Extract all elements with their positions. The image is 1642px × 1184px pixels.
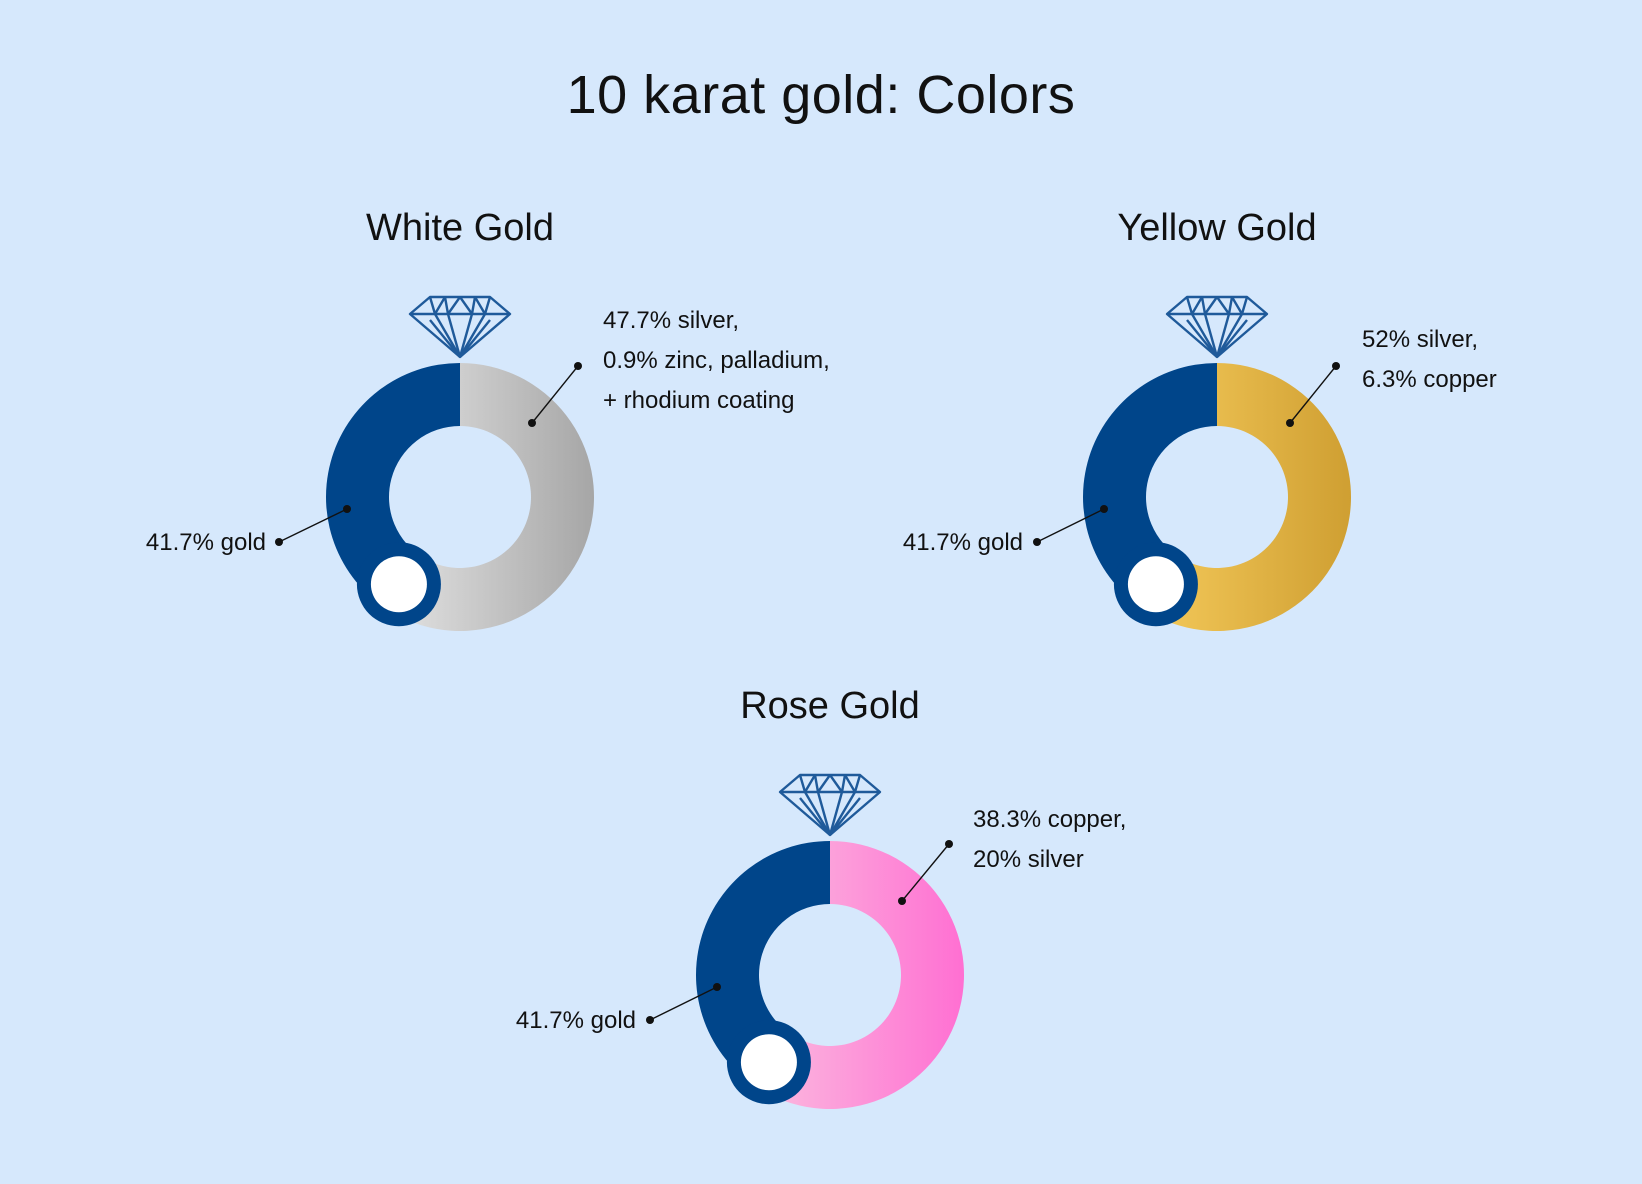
diamond-facet xyxy=(1190,313,1219,358)
diamond-facet xyxy=(1203,313,1219,358)
diamond-facet xyxy=(1216,296,1234,316)
chart-title: Rose Gold xyxy=(740,685,920,727)
diamond-facet xyxy=(816,791,832,836)
alloy-leader-dot xyxy=(1286,419,1294,427)
diamond-facet xyxy=(829,774,847,794)
alloy-leader-dot xyxy=(1332,362,1340,370)
gold-leader-dot xyxy=(713,983,721,991)
diamond-facet xyxy=(799,797,831,836)
diamond-facet xyxy=(433,313,462,358)
diamond-facet xyxy=(429,319,461,358)
diamond-facet xyxy=(1216,319,1248,358)
yellow-gold-chart: Yellow Gold 52% silver, 6.3% copper 41.7% g… xyxy=(903,207,1497,631)
alloy-label: 20% silver xyxy=(973,846,1084,873)
diamond-facet xyxy=(1215,313,1244,358)
diamond-facet xyxy=(446,313,462,358)
alloy-label: + rhodium coating xyxy=(603,387,794,414)
alloy-label: 47.7% silver, xyxy=(603,307,739,334)
diamond-facet xyxy=(1186,319,1218,358)
alloy-slice xyxy=(1150,363,1351,631)
diamond-facet xyxy=(828,791,857,836)
diamond-facet xyxy=(458,313,474,358)
diamond-facet xyxy=(1230,296,1249,316)
diamond-outline xyxy=(778,773,882,837)
gold-label: 41.7% gold xyxy=(903,529,1023,556)
alloy-leader-dot xyxy=(528,419,536,427)
diamond-facet xyxy=(1215,313,1231,358)
diamond-facet xyxy=(473,296,492,316)
alloy-label: 52% silver, xyxy=(1362,326,1478,353)
diamond-facet xyxy=(843,774,862,794)
alloy-leader-line xyxy=(901,843,950,902)
alloy-leader-line xyxy=(531,365,579,424)
diamond-icon xyxy=(408,295,512,359)
diamond-facet xyxy=(813,774,831,794)
gold-slice xyxy=(695,841,830,1092)
diamond-icon xyxy=(778,773,882,837)
gold-label: 41.7% gold xyxy=(146,529,266,556)
gold-leader-dot xyxy=(646,1016,654,1024)
alloy-label: 6.3% copper xyxy=(1362,366,1497,393)
alloy-leader-dot xyxy=(574,362,582,370)
gold-leader-dot xyxy=(343,505,351,513)
diamond-facet xyxy=(803,791,832,836)
alloy-leader-dot xyxy=(945,840,953,848)
diamond-outline xyxy=(408,295,512,359)
diamond-facet xyxy=(459,319,491,358)
alloy-label: 0.9% zinc, palladium, xyxy=(603,347,830,374)
alloy-slice xyxy=(393,363,594,631)
alloy-label: 38.3% copper, xyxy=(973,806,1126,833)
diamond-facet xyxy=(1200,296,1218,316)
diamond-facet xyxy=(458,313,487,358)
gold-leader-dot xyxy=(1100,505,1108,513)
gold-leader-line xyxy=(649,986,718,1021)
chart-title: White Gold xyxy=(366,207,554,249)
diamond-facet xyxy=(829,797,861,836)
diamond-facet xyxy=(1185,296,1204,316)
gold-leader-dot xyxy=(275,538,283,546)
alloy-leader-dot xyxy=(898,897,906,905)
diamond-facet xyxy=(443,296,461,316)
ring-stone xyxy=(740,1034,797,1091)
ring-stone xyxy=(1127,556,1184,613)
gold-leader-dot xyxy=(1033,538,1041,546)
white-gold-chart: White Gold 47.7% silver, 0.9% zinc, pallad… xyxy=(146,207,830,631)
diamond-facet xyxy=(428,296,447,316)
gold-slice xyxy=(325,363,460,614)
diamond-facet xyxy=(798,774,817,794)
gold-label: 41.7% gold xyxy=(516,1007,636,1034)
diamond-icon xyxy=(1165,295,1269,359)
alloy-slice xyxy=(763,841,964,1109)
alloy-leader-line xyxy=(1289,365,1337,424)
diamond-outline xyxy=(1165,295,1269,359)
chart-title: Yellow Gold xyxy=(1117,207,1316,249)
page-title: 10 karat gold: Colors xyxy=(566,65,1076,125)
rose-gold-chart: Rose Gold 38.3% copper, 20% silver 41.7% go… xyxy=(516,685,1126,1109)
ring-stone xyxy=(370,556,427,613)
gold-slice xyxy=(1082,363,1217,614)
diamond-facet xyxy=(459,296,477,316)
gold-leader-line xyxy=(1036,508,1105,543)
diamond-facet xyxy=(828,791,844,836)
gold-leader-line xyxy=(278,508,348,543)
